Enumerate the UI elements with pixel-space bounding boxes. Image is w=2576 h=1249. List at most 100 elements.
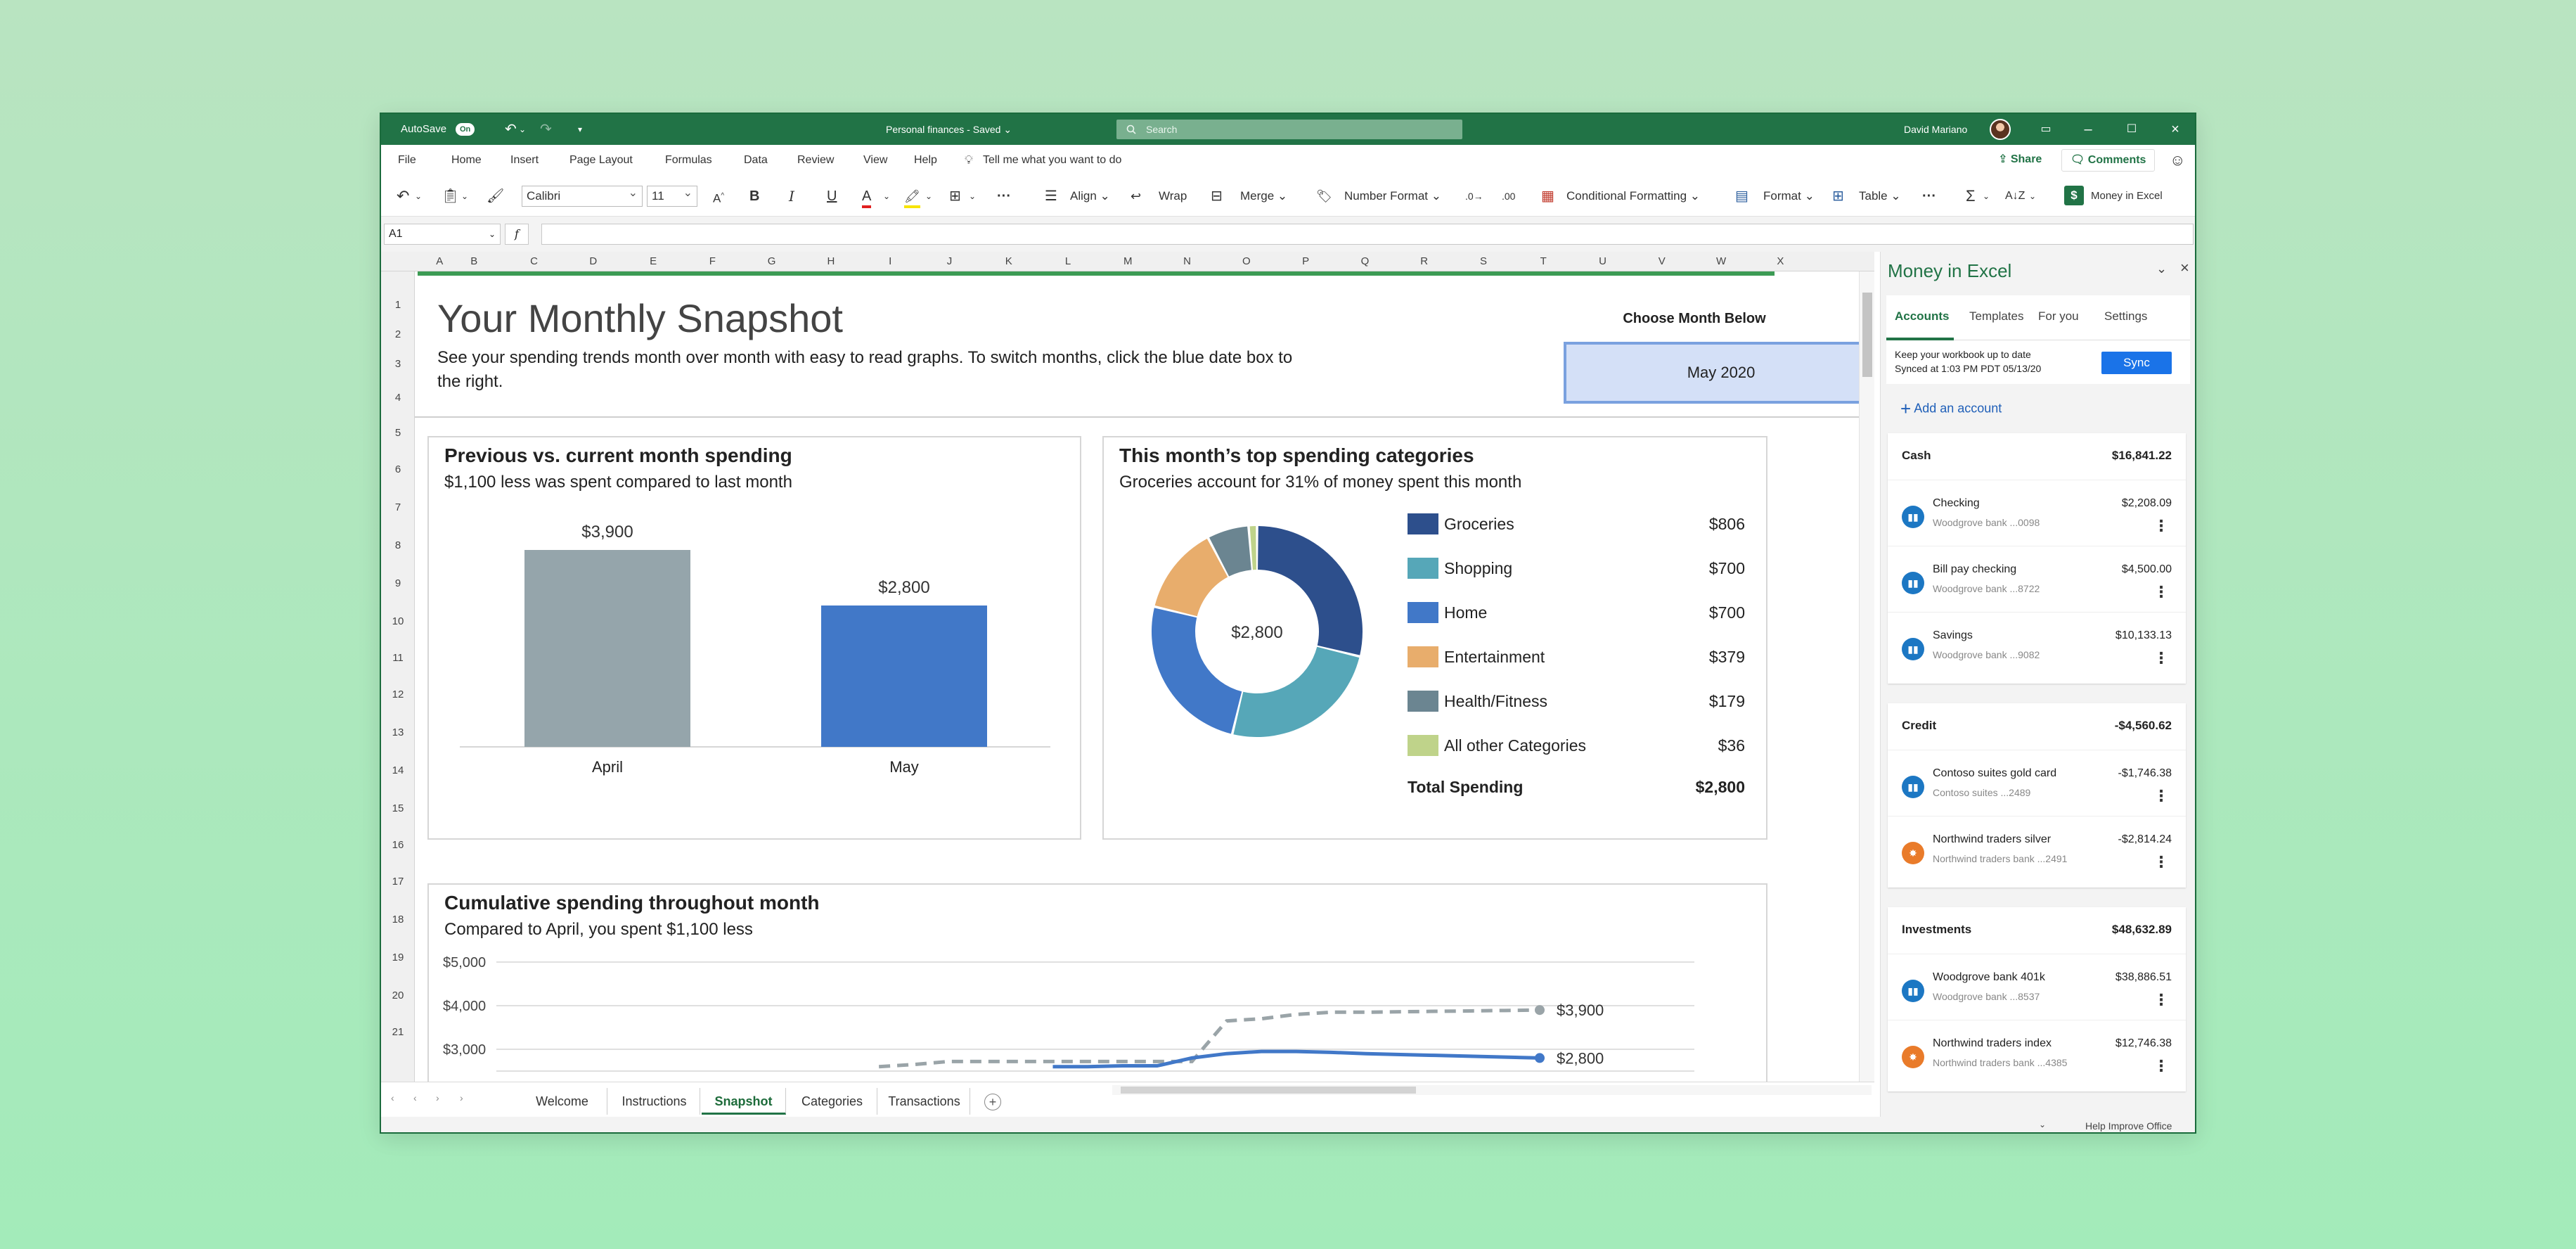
add-sheet-icon[interactable]: + bbox=[984, 1094, 1001, 1110]
row-header[interactable]: 15 bbox=[392, 802, 404, 814]
column-header[interactable]: H bbox=[827, 255, 835, 267]
row-header[interactable]: 14 bbox=[392, 764, 404, 776]
sheet-canvas[interactable]: Your Monthly Snapshot See your spending … bbox=[415, 271, 1874, 1082]
menu-page-layout[interactable]: Page Layout bbox=[569, 154, 633, 166]
tell-me-box[interactable]: Tell me what you want to do bbox=[983, 154, 1122, 166]
font-size-select[interactable]: 11 bbox=[647, 184, 697, 207]
more-options-icon[interactable]: ⋮ bbox=[2153, 517, 2169, 534]
underline-icon[interactable]: U bbox=[827, 188, 837, 204]
more-options-icon[interactable]: ⋮ bbox=[2153, 787, 2169, 805]
format-painter-icon[interactable]: 🖌︎ bbox=[487, 188, 505, 204]
row-header[interactable]: 4 bbox=[394, 392, 401, 404]
row-header[interactable]: 8 bbox=[394, 539, 401, 551]
column-header[interactable]: K bbox=[1005, 255, 1012, 267]
account-row[interactable]: ▮▮ Bill pay checking Woodgrove bank ...872… bbox=[1888, 546, 2186, 612]
pane-options-icon[interactable]: ⌄ bbox=[2156, 262, 2168, 276]
menu-review[interactable]: Review bbox=[797, 154, 835, 166]
more-icon[interactable]: ··· bbox=[997, 188, 1011, 204]
minimize-icon[interactable]: – bbox=[2084, 122, 2092, 137]
number-format-icon[interactable]: 🏷︎ bbox=[1316, 189, 1332, 203]
italic-icon[interactable]: I bbox=[789, 188, 794, 205]
sync-button[interactable]: Sync bbox=[2101, 352, 2172, 374]
table-icon[interactable]: ⊞ bbox=[1832, 188, 1844, 204]
paste-icon[interactable]: 📋︎ bbox=[442, 188, 460, 204]
sheet-tab-welcome[interactable]: Welcome bbox=[517, 1088, 607, 1115]
row-header[interactable]: 17 bbox=[392, 876, 404, 888]
autosum-dropdown-icon[interactable]: ⌄ bbox=[1983, 191, 1990, 201]
vertical-scrollbar[interactable] bbox=[1859, 271, 1874, 1082]
paste-dropdown-icon[interactable]: ⌄ bbox=[461, 191, 469, 201]
column-header[interactable]: X bbox=[1777, 255, 1784, 267]
column-header[interactable]: R bbox=[1420, 255, 1429, 267]
pane-close-icon[interactable]: × bbox=[2180, 259, 2189, 276]
column-header[interactable]: J bbox=[946, 255, 953, 267]
column-header[interactable]: L bbox=[1064, 255, 1071, 267]
column-header[interactable]: I bbox=[889, 255, 892, 267]
menu-view[interactable]: View bbox=[863, 154, 888, 166]
menu-insert[interactable]: Insert bbox=[510, 154, 539, 166]
row-header[interactable]: 1 bbox=[394, 299, 401, 311]
column-header[interactable]: Q bbox=[1360, 255, 1370, 267]
column-header[interactable]: B bbox=[470, 255, 478, 267]
tab-for-you[interactable]: For you bbox=[2038, 309, 2079, 323]
name-box[interactable]: A1 ⌄ bbox=[384, 224, 501, 245]
more-options-icon[interactable]: ⋮ bbox=[2153, 583, 2169, 601]
redo-icon[interactable]: ↷ bbox=[540, 122, 552, 137]
highlight-icon[interactable]: 🖍︎ bbox=[904, 180, 920, 208]
more-options-icon[interactable]: ⋮ bbox=[2153, 853, 2169, 871]
align-button[interactable]: Align ⌄ bbox=[1070, 189, 1110, 203]
undo-icon[interactable]: ↶ bbox=[397, 187, 410, 205]
ribbon-display-icon[interactable]: ▭ bbox=[2040, 123, 2052, 135]
font-color-dropdown-icon[interactable]: ⌄ bbox=[883, 191, 891, 201]
comments-button[interactable]: 🗨︎ Comments bbox=[2061, 149, 2156, 172]
account-row[interactable]: ✸ Northwind traders index Northwind trader… bbox=[1888, 1020, 2186, 1086]
maximize-icon[interactable]: ☐ bbox=[2126, 123, 2137, 135]
help-improve-office[interactable]: Help Improve Office bbox=[2085, 1120, 2172, 1132]
row-header[interactable]: 9 bbox=[394, 577, 401, 589]
table-button[interactable]: Table ⌄ bbox=[1859, 189, 1901, 203]
font-color-icon[interactable]: A bbox=[862, 180, 872, 208]
sheet-tab-categories[interactable]: Categories bbox=[787, 1088, 877, 1115]
formula-input[interactable] bbox=[541, 224, 2194, 245]
decrease-decimal-icon[interactable]: .00 bbox=[1502, 191, 1516, 202]
menu-help[interactable]: Help bbox=[914, 154, 937, 166]
menu-home[interactable]: Home bbox=[451, 154, 482, 166]
undo-icon[interactable]: ↶ bbox=[505, 122, 517, 137]
month-selector[interactable]: May 2020 bbox=[1564, 342, 1874, 404]
row-header[interactable]: 12 bbox=[392, 688, 404, 700]
column-header[interactable]: C bbox=[530, 255, 538, 267]
autosum-icon[interactable]: Σ bbox=[1966, 187, 1976, 205]
conditional-formatting-icon[interactable]: ▦ bbox=[1541, 188, 1554, 204]
scroll-thumb[interactable] bbox=[1862, 293, 1872, 377]
row-header[interactable]: 18 bbox=[392, 914, 404, 925]
row-header[interactable]: 7 bbox=[394, 501, 401, 513]
sheet-tab-transactions[interactable]: Transactions bbox=[879, 1088, 970, 1115]
column-header[interactable]: D bbox=[589, 255, 598, 267]
row-header[interactable]: 11 bbox=[392, 652, 404, 664]
format-icon[interactable]: ▤ bbox=[1735, 188, 1749, 204]
row-header[interactable]: 2 bbox=[394, 328, 401, 340]
column-header[interactable]: G bbox=[767, 255, 776, 267]
tab-templates[interactable]: Templates bbox=[1969, 309, 2024, 323]
last-sheet-icon[interactable]: › bbox=[460, 1092, 463, 1103]
tab-accounts[interactable]: Accounts bbox=[1895, 309, 1950, 323]
column-header[interactable]: M bbox=[1123, 255, 1133, 267]
wrap-icon[interactable]: ↩︎ bbox=[1131, 189, 1142, 203]
undo-dropdown-icon[interactable]: ⌄ bbox=[415, 191, 423, 201]
wrap-button[interactable]: Wrap bbox=[1159, 189, 1187, 203]
column-header[interactable]: S bbox=[1479, 255, 1487, 267]
row-header[interactable]: 16 bbox=[392, 839, 404, 851]
more-options-icon[interactable]: ⋮ bbox=[2153, 649, 2169, 667]
row-header[interactable]: 6 bbox=[394, 463, 401, 475]
increase-decimal-icon[interactable]: .0→ bbox=[1465, 191, 1483, 202]
feedback-smiley-icon[interactable]: ☺ bbox=[2170, 151, 2186, 169]
menu-file[interactable]: File bbox=[398, 154, 416, 166]
column-header[interactable]: P bbox=[1302, 255, 1310, 267]
column-header[interactable]: W bbox=[1715, 255, 1727, 267]
column-header[interactable]: V bbox=[1658, 255, 1666, 267]
row-header[interactable]: 5 bbox=[394, 427, 401, 439]
close-icon[interactable]: × bbox=[2171, 122, 2179, 137]
next-sheet-icon[interactable]: › bbox=[436, 1092, 439, 1103]
customize-qat-icon[interactable]: ▾ bbox=[578, 124, 583, 134]
money-in-excel-button[interactable]: Money in Excel bbox=[2091, 190, 2163, 202]
